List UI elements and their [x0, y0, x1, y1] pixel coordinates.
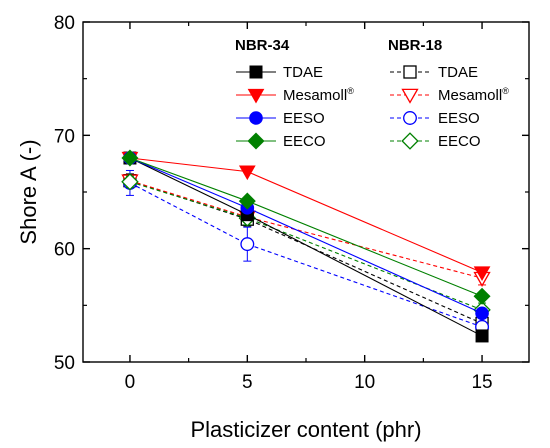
series-nbr-34-eeso — [123, 151, 489, 321]
legend-entry-eeco: EECO — [236, 132, 326, 150]
y-tick-label: 60 — [54, 240, 75, 261]
legend-group-title: NBR-34 — [235, 37, 290, 54]
legend-marker — [247, 88, 265, 104]
series-line — [129, 157, 483, 273]
legend-label: EECO — [438, 133, 481, 150]
legend-marker — [249, 65, 263, 79]
legend-group-title: NBR-18 — [388, 37, 442, 54]
y-tick-label: 70 — [54, 126, 75, 147]
series-nbr-34-tdae — [123, 151, 489, 343]
series-line — [129, 180, 483, 324]
legend-label: TDAE — [283, 64, 323, 81]
legend-label: TDAE — [438, 64, 478, 81]
legend-label: EESO — [283, 110, 325, 127]
legend-marker — [403, 111, 417, 125]
series-layer — [121, 149, 491, 343]
legend-entry-tdae: TDAE — [390, 64, 478, 81]
series-line — [129, 180, 483, 279]
series-line — [129, 182, 483, 328]
series-line — [129, 157, 483, 297]
y-tick-label: 80 — [54, 13, 75, 34]
data-point — [238, 192, 256, 210]
legend-label: EECO — [283, 133, 326, 150]
legend-marker — [249, 111, 263, 125]
legend-entry-tdae: TDAE — [236, 64, 323, 81]
data-point — [121, 149, 139, 167]
data-point — [475, 306, 489, 321]
axes-layer: 0 5 10 15 50 60 70 80 — [54, 13, 530, 393]
data-point — [473, 266, 491, 281]
legend-marker — [403, 65, 417, 79]
legend-entry-mesamoll: Mesamoll® — [236, 86, 354, 104]
legend-entry-eeco: EECO — [390, 132, 481, 150]
series-nbr-34-mesamoll — [121, 151, 491, 281]
series-nbr-18-mesamoll — [121, 174, 491, 287]
series-nbr-34-eeco — [121, 149, 491, 305]
legend-marker — [247, 132, 265, 150]
x-axis-title: Plasticizer content (phr) — [190, 417, 421, 442]
legend-entry-eeso: EESO — [236, 110, 325, 127]
legend: NBR-34 TDAE Mesamoll® EESO EECO NBR-18 TDAE Mes… — [235, 37, 509, 150]
legend-entry-mesamoll: Mesamoll® — [390, 86, 509, 104]
legend-label: Mesamoll® — [438, 86, 509, 104]
data-point — [121, 173, 139, 191]
legend-label: EESO — [438, 110, 480, 127]
legend-group-nbr-34: NBR-34 TDAE Mesamoll® EESO EECO — [235, 37, 354, 150]
y-tick-label: 50 — [54, 353, 75, 374]
legend-group-nbr-18: NBR-18 TDAE Mesamoll® EESO EECO — [388, 37, 509, 150]
x-tick-label: 0 — [125, 372, 136, 393]
y-axis-title: Shore A (-) — [16, 139, 41, 244]
data-point — [240, 237, 255, 252]
legend-marker — [401, 88, 419, 104]
data-point — [473, 287, 491, 305]
x-tick-label: 5 — [242, 372, 253, 393]
legend-label: Mesamoll® — [283, 86, 354, 104]
data-point — [238, 165, 256, 181]
series-line — [129, 157, 483, 314]
legend-marker — [401, 132, 419, 150]
data-point — [475, 329, 489, 343]
series-line — [129, 181, 483, 311]
x-tick-label: 10 — [354, 372, 375, 393]
series-line — [129, 157, 483, 337]
x-tick-label: 15 — [471, 372, 492, 393]
legend-entry-eeso: EESO — [390, 110, 480, 127]
